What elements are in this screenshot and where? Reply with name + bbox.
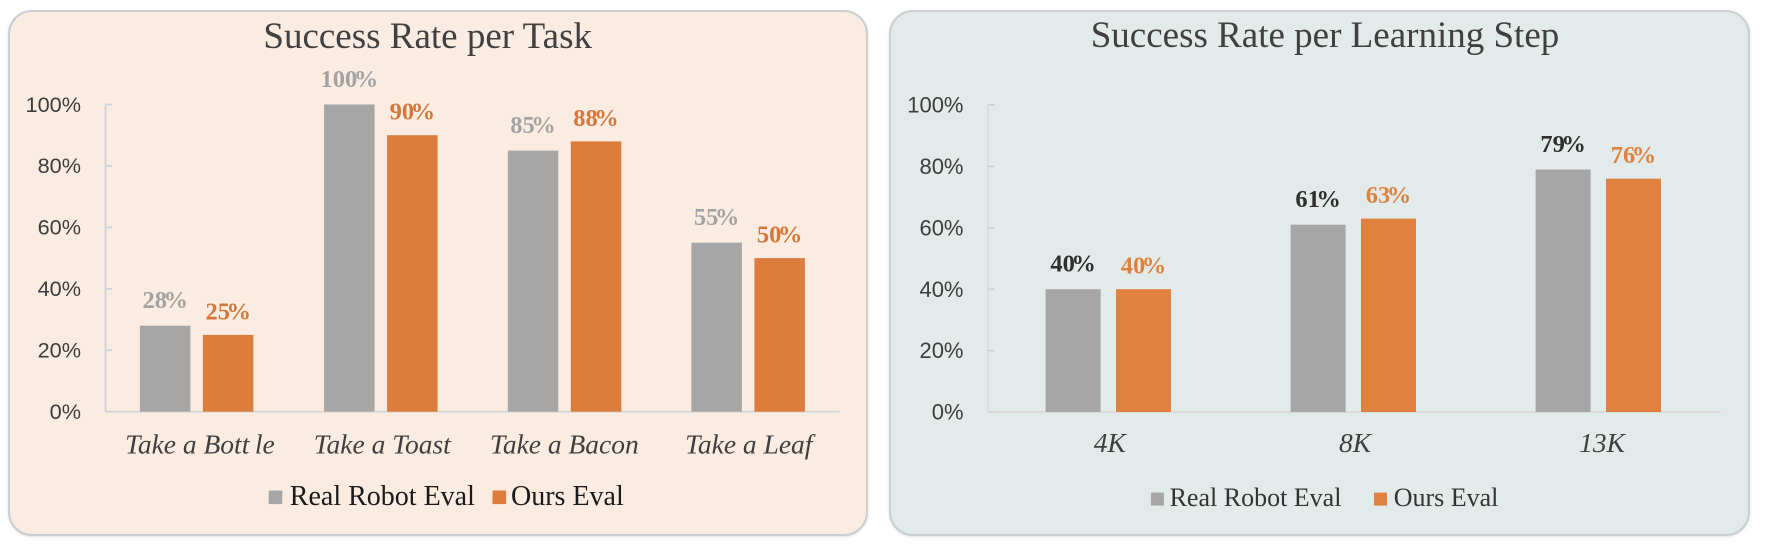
- svg-text:100%: 100%: [321, 66, 379, 93]
- svg-text:100%: 100%: [907, 93, 963, 118]
- svg-text:13K: 13K: [1579, 427, 1627, 458]
- svg-text:88%: 88%: [573, 105, 619, 132]
- svg-text:8K: 8K: [1339, 427, 1373, 458]
- svg-text:20%: 20%: [38, 338, 81, 363]
- svg-text:Real Robot Eval: Real Robot Eval: [290, 481, 475, 512]
- svg-text:20%: 20%: [919, 338, 963, 363]
- svg-text:Success Rate per Task: Success Rate per Task: [263, 16, 592, 57]
- svg-text:76%: 76%: [1611, 142, 1657, 169]
- svg-text:Ours Eval: Ours Eval: [511, 481, 624, 512]
- svg-text:Take a Leaf: Take a Leaf: [685, 428, 816, 459]
- svg-text:40%: 40%: [919, 277, 963, 302]
- svg-text:50%: 50%: [757, 222, 803, 249]
- svg-text:60%: 60%: [38, 215, 81, 240]
- svg-text:Success Rate per Learning Step: Success Rate per Learning Step: [1091, 15, 1560, 56]
- svg-text:100%: 100%: [26, 92, 81, 117]
- svg-text:80%: 80%: [919, 154, 963, 179]
- svg-text:85%: 85%: [510, 112, 556, 139]
- svg-text:Take a Toast: Take a Toast: [314, 428, 452, 459]
- svg-text:Ours Eval: Ours Eval: [1394, 483, 1499, 512]
- svg-text:40%: 40%: [1050, 251, 1096, 278]
- svg-text:Real Robot Eval: Real Robot Eval: [1170, 483, 1342, 512]
- svg-text:90%: 90%: [390, 99, 436, 126]
- svg-text:4K: 4K: [1094, 427, 1128, 458]
- svg-text:Take a Bacon: Take a Bacon: [490, 428, 639, 459]
- svg-text:0%: 0%: [50, 399, 81, 424]
- svg-text:60%: 60%: [919, 215, 963, 240]
- svg-text:28%: 28%: [142, 287, 188, 314]
- svg-text:40%: 40%: [38, 276, 81, 301]
- svg-text:63%: 63%: [1366, 182, 1412, 209]
- svg-text:0%: 0%: [932, 400, 964, 425]
- svg-text:55%: 55%: [694, 204, 740, 231]
- svg-text:61%: 61%: [1295, 186, 1341, 213]
- svg-text:Take a Bott le: Take a Bott le: [125, 428, 275, 459]
- svg-text:25%: 25%: [205, 298, 251, 325]
- svg-text:40%: 40%: [1121, 253, 1167, 280]
- svg-text:79%: 79%: [1540, 131, 1586, 158]
- svg-text:80%: 80%: [38, 153, 81, 178]
